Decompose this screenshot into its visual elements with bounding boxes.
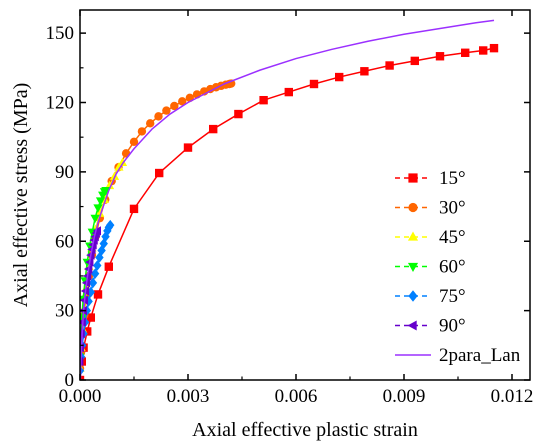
- series-line: [80, 19, 495, 380]
- data-point: [86, 313, 95, 322]
- data-point: [95, 208, 105, 217]
- data-point: [106, 219, 115, 231]
- legend-label: 90°: [439, 316, 466, 337]
- legend-label: 15°: [439, 168, 466, 189]
- data-point: [93, 260, 102, 271]
- data-point: [309, 79, 319, 89]
- data-point: [234, 109, 243, 119]
- legend-swatch-marker: [408, 290, 418, 302]
- legend-swatch-marker: [408, 173, 418, 183]
- series-2: [80, 79, 236, 373]
- legend-item: 45°: [395, 227, 466, 248]
- data-point: [101, 187, 111, 196]
- data-point: [335, 72, 344, 82]
- legend-item: 2para_Lan: [395, 345, 521, 366]
- data-point: [479, 46, 488, 55]
- data-point: [170, 101, 179, 111]
- x-axis-title: Axial effective plastic strain: [192, 419, 418, 441]
- y-tick-label: 30: [55, 301, 74, 322]
- data-point: [259, 95, 268, 105]
- data-point: [162, 106, 171, 115]
- data-point: [489, 43, 499, 53]
- data-point: [90, 214, 100, 224]
- data-point: [155, 168, 164, 178]
- data-point: [129, 204, 139, 214]
- series-layer: [80, 19, 499, 380]
- data-point: [209, 124, 218, 134]
- data-point: [104, 262, 113, 271]
- x-tick-label: 0.000: [59, 386, 102, 407]
- data-point: [93, 204, 103, 213]
- data-point: [183, 143, 193, 152]
- legend-label: 30°: [439, 198, 466, 219]
- data-point: [92, 226, 101, 236]
- plot-frame: [79, 9, 531, 381]
- data-point: [178, 97, 187, 106]
- y-axis-title: Axial effective stress (MPa): [10, 83, 32, 308]
- axes-layer: 0.000 0.003 0.006 0.009 0.012 0 30 60 90 120 150: [46, 10, 534, 407]
- x-tick-label: 0.006: [275, 386, 318, 407]
- data-point: [83, 327, 92, 336]
- data-point: [80, 375, 85, 380]
- y-tick-label: 60: [55, 231, 74, 252]
- data-point: [104, 180, 115, 190]
- data-point: [385, 61, 394, 70]
- x-tick-label: 0.012: [491, 386, 534, 407]
- y-tick-label: 120: [46, 93, 75, 114]
- y-tick-label: 150: [46, 23, 75, 44]
- data-point: [410, 56, 419, 66]
- data-point: [146, 119, 155, 128]
- data-point: [97, 245, 106, 256]
- data-point: [137, 127, 147, 136]
- legend-swatch-marker: [408, 202, 418, 213]
- data-point: [80, 356, 84, 367]
- legend-label: 2para_Lan: [439, 345, 521, 366]
- data-point: [129, 137, 139, 147]
- data-point: [360, 67, 369, 76]
- data-point: [90, 268, 100, 279]
- data-point: [101, 231, 110, 242]
- y-tick-label: 0: [65, 370, 75, 391]
- y-tick-label: 90: [55, 162, 74, 183]
- x-tick-label: 0.003: [167, 386, 210, 407]
- data-point: [117, 157, 128, 166]
- series-line: [80, 47, 495, 380]
- data-point: [114, 162, 124, 171]
- data-point: [284, 87, 293, 97]
- data-point: [435, 52, 445, 61]
- legend-swatch-marker: [407, 262, 419, 273]
- legend-label: 60°: [439, 257, 466, 278]
- x-tick-label: 0.009: [383, 386, 426, 407]
- legend-label: 75°: [439, 286, 466, 307]
- series-7: [80, 19, 495, 380]
- legend: 15° 30° 45° 60° 75° 90° 2para_Lan: [395, 168, 521, 366]
- data-point: [93, 290, 103, 299]
- data-point: [154, 112, 163, 121]
- legend-item: 90°: [395, 316, 466, 337]
- legend-item: 60°: [395, 257, 466, 278]
- legend-swatch-marker: [407, 231, 419, 241]
- data-point: [461, 48, 470, 57]
- series-1: [80, 43, 499, 380]
- legend-swatch-marker: [407, 320, 417, 331]
- legend-label: 45°: [439, 227, 466, 248]
- legend-item: 75°: [395, 286, 466, 307]
- legend-item: 15°: [395, 168, 466, 189]
- legend-item: 30°: [395, 198, 466, 219]
- data-point: [86, 286, 95, 298]
